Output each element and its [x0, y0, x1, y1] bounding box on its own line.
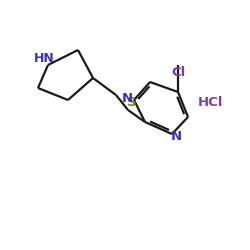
Text: HN: HN	[34, 52, 54, 64]
Text: HCl: HCl	[197, 96, 223, 108]
Text: S: S	[127, 96, 137, 110]
Text: N: N	[122, 92, 132, 104]
Text: N: N	[170, 130, 181, 142]
Text: Cl: Cl	[172, 66, 186, 80]
